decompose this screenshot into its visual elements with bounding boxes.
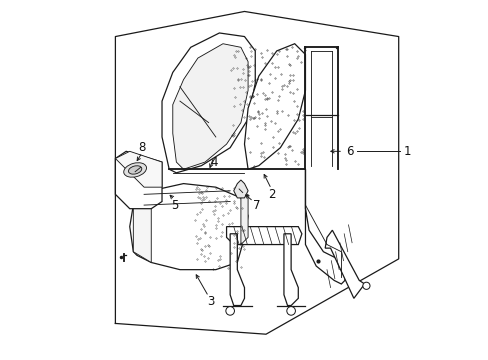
Circle shape bbox=[286, 307, 295, 315]
Text: 7: 7 bbox=[253, 199, 260, 212]
Polygon shape bbox=[162, 33, 255, 173]
Polygon shape bbox=[244, 44, 305, 169]
Circle shape bbox=[362, 282, 369, 289]
Polygon shape bbox=[129, 184, 247, 270]
Text: 6: 6 bbox=[346, 145, 353, 158]
Polygon shape bbox=[233, 180, 247, 198]
Text: 8: 8 bbox=[138, 141, 146, 154]
Polygon shape bbox=[230, 234, 244, 306]
Text: 4: 4 bbox=[210, 156, 217, 168]
Text: 1: 1 bbox=[403, 145, 410, 158]
Text: 5: 5 bbox=[170, 199, 178, 212]
Polygon shape bbox=[115, 151, 162, 187]
Circle shape bbox=[225, 307, 234, 315]
Polygon shape bbox=[284, 234, 298, 306]
Text: 2: 2 bbox=[267, 188, 275, 201]
Polygon shape bbox=[115, 151, 162, 209]
Ellipse shape bbox=[128, 166, 142, 174]
Text: 3: 3 bbox=[206, 296, 214, 309]
Polygon shape bbox=[241, 194, 247, 244]
Polygon shape bbox=[325, 230, 364, 298]
Polygon shape bbox=[133, 205, 151, 262]
Polygon shape bbox=[172, 44, 247, 169]
Polygon shape bbox=[226, 226, 301, 244]
Polygon shape bbox=[305, 169, 344, 284]
Ellipse shape bbox=[123, 163, 146, 177]
